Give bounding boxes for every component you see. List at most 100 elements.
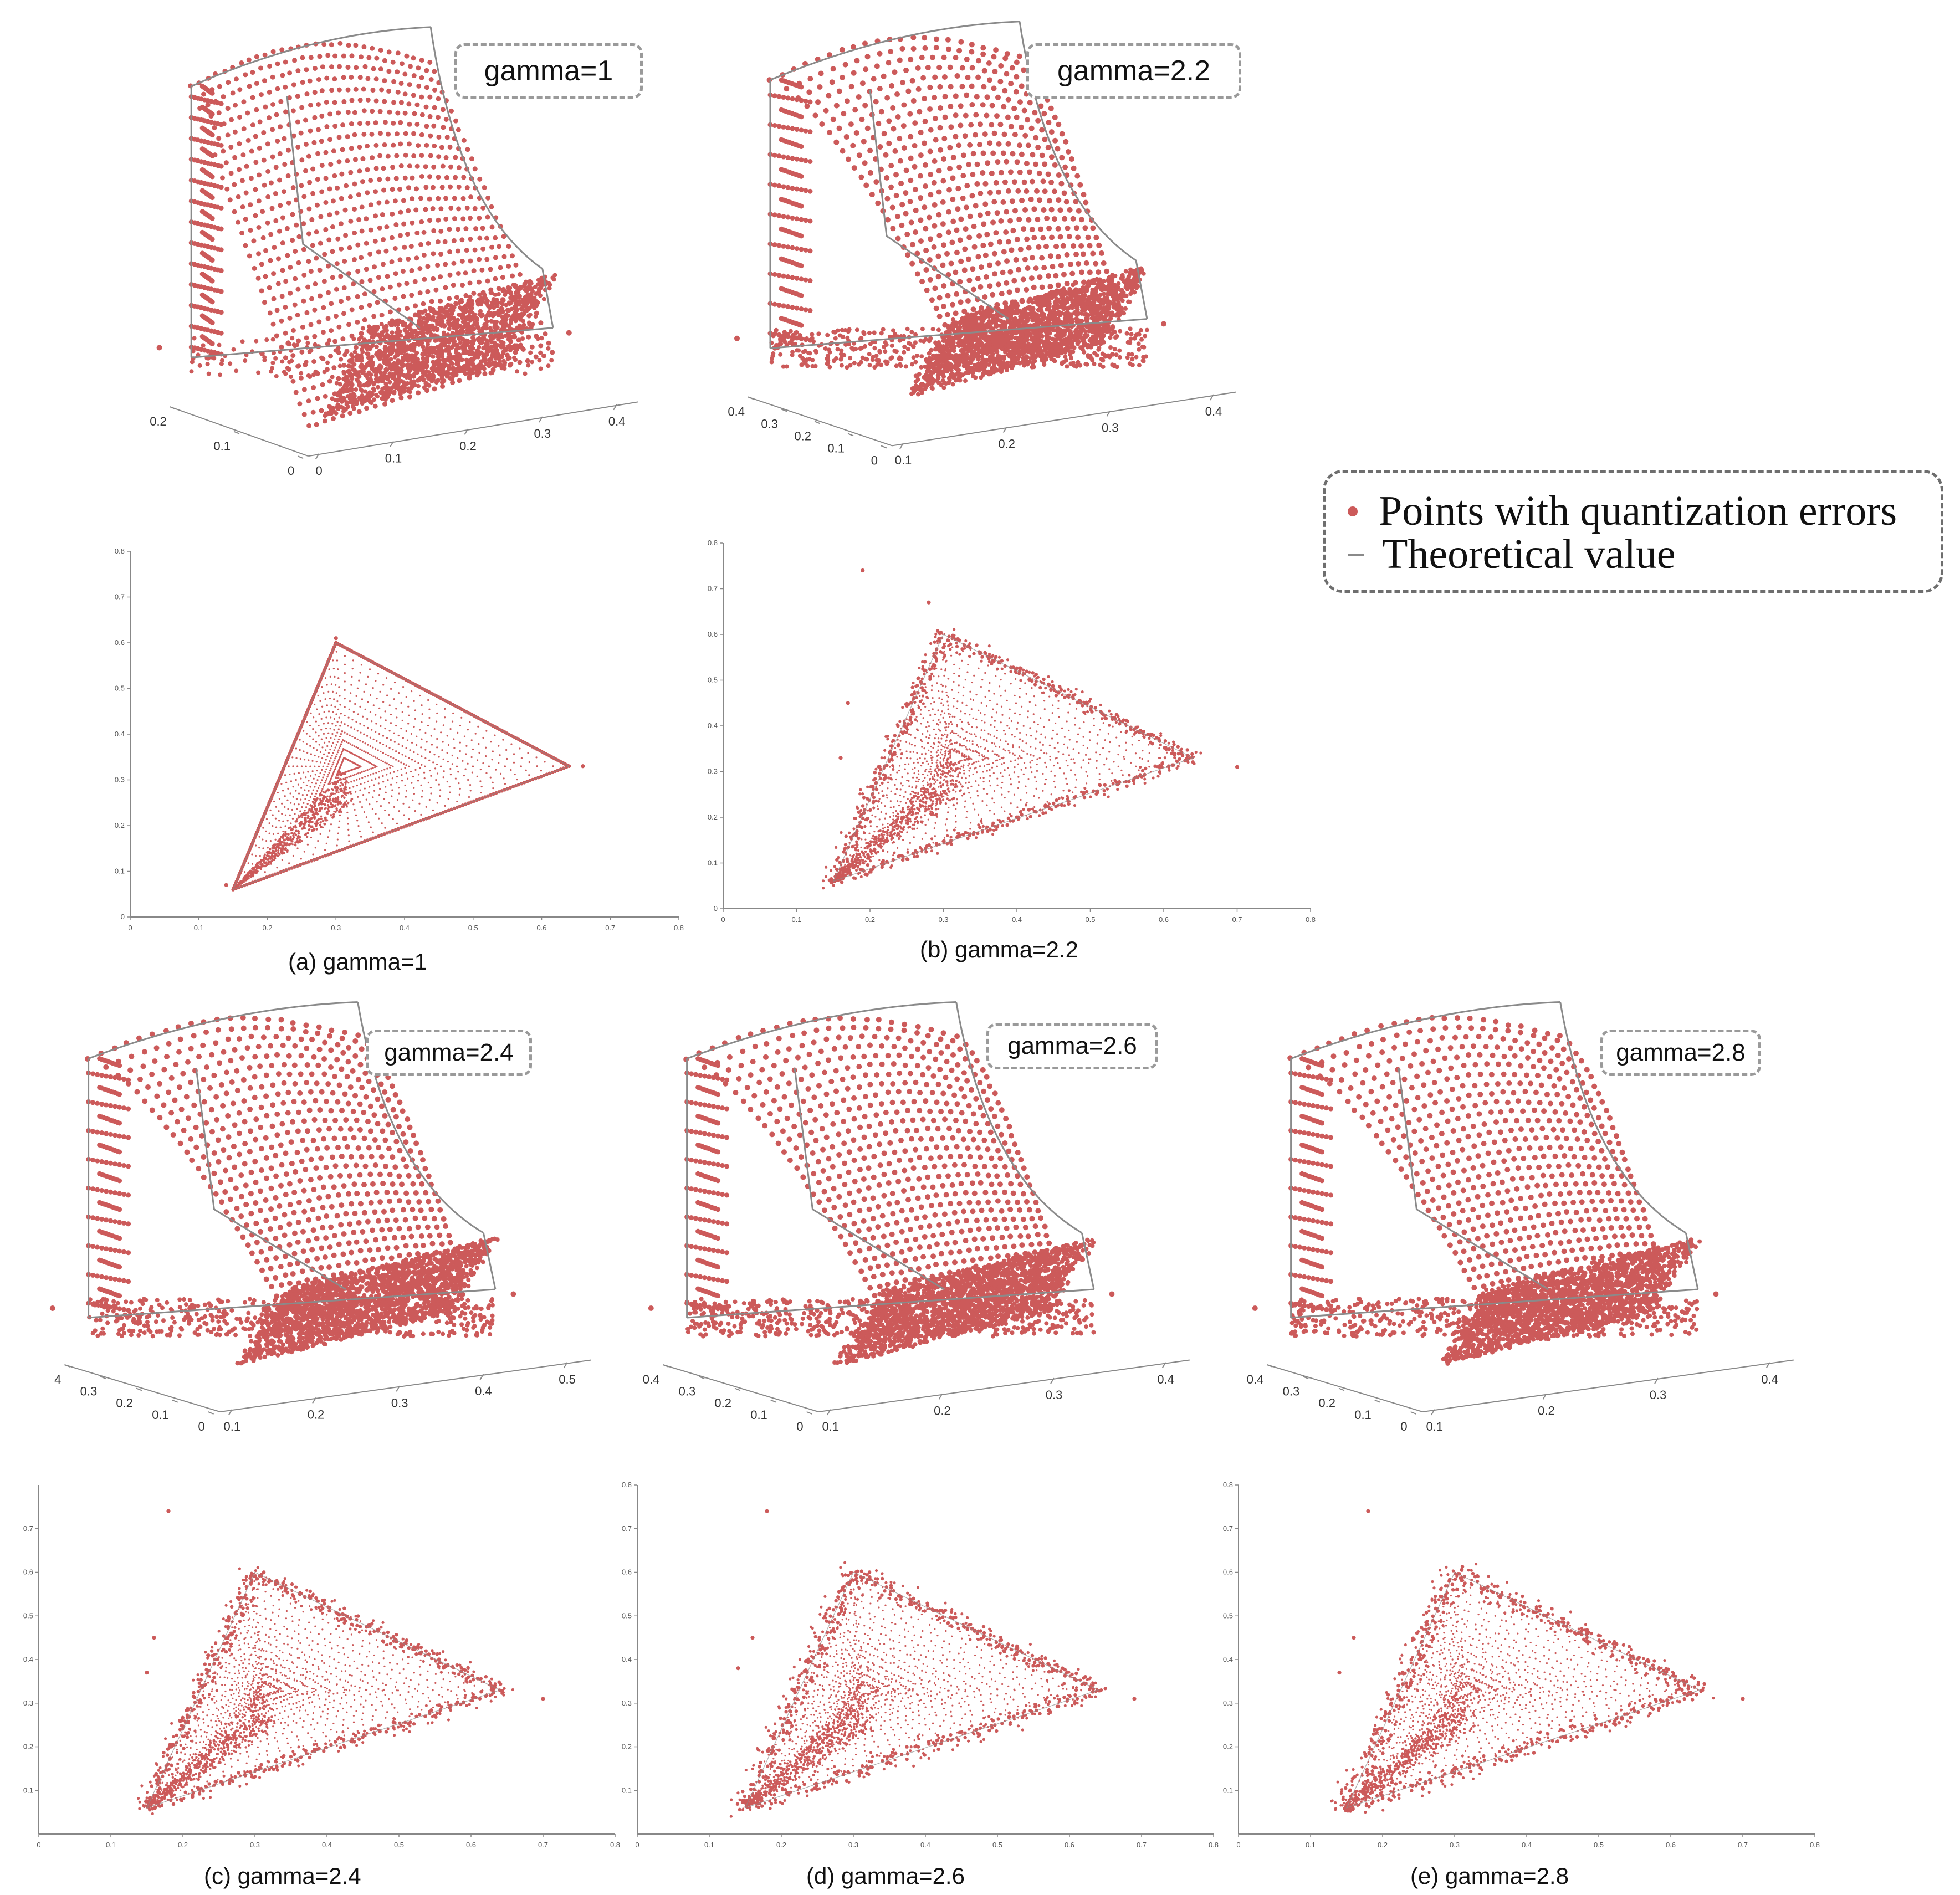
data-point (397, 187, 403, 192)
data-point (826, 93, 832, 99)
data-point (913, 379, 918, 384)
data-point (449, 361, 454, 366)
data-point (799, 322, 804, 328)
data-point (341, 99, 347, 104)
data-point (447, 322, 452, 327)
data-point (453, 155, 458, 160)
data-point (398, 392, 403, 397)
data-point (888, 49, 894, 55)
data-point (419, 94, 424, 100)
data-point (439, 380, 444, 385)
data-point (271, 296, 277, 301)
data-point (451, 238, 457, 243)
data-point (974, 181, 980, 187)
data-point (1065, 225, 1071, 231)
data-point (944, 250, 950, 257)
data-point (357, 121, 363, 126)
data-point (315, 102, 321, 107)
data-point (395, 69, 400, 75)
data-point (895, 114, 901, 120)
data-point (1039, 294, 1044, 299)
data-point (327, 186, 332, 192)
data-point (501, 344, 506, 349)
data-point (914, 271, 920, 277)
data-point (1002, 88, 1008, 94)
data-point (1048, 154, 1055, 160)
data-point (315, 151, 321, 156)
data-point (458, 340, 463, 345)
data-point (254, 339, 259, 344)
data-point (403, 131, 408, 136)
data-point (468, 294, 473, 299)
data-point (1045, 145, 1051, 151)
data-point (859, 116, 865, 122)
data-point (265, 220, 270, 226)
data-point (463, 371, 468, 376)
data-point (285, 173, 291, 178)
data-point (275, 138, 280, 144)
data-point (296, 260, 301, 265)
data-point (232, 182, 237, 187)
data-point (878, 109, 884, 115)
data-point (1033, 188, 1040, 194)
data-point (463, 293, 469, 298)
data-point (1071, 165, 1077, 171)
data-point (253, 213, 258, 218)
data-point (448, 184, 453, 190)
data-point (256, 224, 262, 230)
data-point (406, 185, 411, 191)
data-point (973, 132, 979, 138)
data-point (969, 65, 975, 71)
data-point (969, 101, 975, 107)
data-point (848, 121, 854, 127)
data-point (964, 92, 970, 98)
data-point (1079, 290, 1084, 295)
data-point (933, 305, 939, 311)
data-point (441, 357, 446, 362)
data-point (369, 131, 375, 137)
data-point (452, 196, 457, 201)
data-point (380, 212, 385, 217)
data-point (987, 241, 994, 247)
data-point (803, 158, 808, 163)
data-point (286, 200, 291, 206)
data-point (197, 363, 202, 368)
data-point (799, 203, 804, 209)
data-point (908, 134, 914, 140)
data-point (341, 75, 346, 80)
data-point (253, 187, 258, 192)
data-point (1019, 83, 1025, 89)
data-point (428, 325, 433, 330)
data-point (375, 300, 380, 305)
data-point (395, 89, 401, 95)
data-point (917, 109, 923, 115)
data-point (1075, 288, 1080, 293)
data-point (334, 210, 340, 216)
data-point (444, 374, 449, 379)
data-point (410, 331, 414, 336)
data-point (295, 286, 301, 292)
data-point (961, 267, 968, 273)
data-point (460, 283, 465, 288)
data-point (953, 93, 959, 99)
data-point (294, 222, 299, 228)
data-point (304, 360, 309, 365)
data-point (1057, 207, 1063, 213)
data-point (489, 244, 495, 250)
data-point (895, 235, 901, 242)
data-point (973, 203, 979, 209)
data-point (343, 233, 349, 238)
data-point (273, 218, 279, 223)
data-point (297, 401, 303, 407)
data-point (209, 132, 215, 138)
data-point (992, 271, 998, 277)
data-point (936, 168, 942, 174)
data-point (426, 337, 431, 342)
data-point (444, 310, 449, 315)
data-point (989, 103, 995, 109)
data-point (280, 73, 285, 78)
data-point (963, 204, 969, 211)
data-point (313, 369, 318, 374)
data-point (239, 60, 244, 66)
data-point (427, 94, 433, 100)
